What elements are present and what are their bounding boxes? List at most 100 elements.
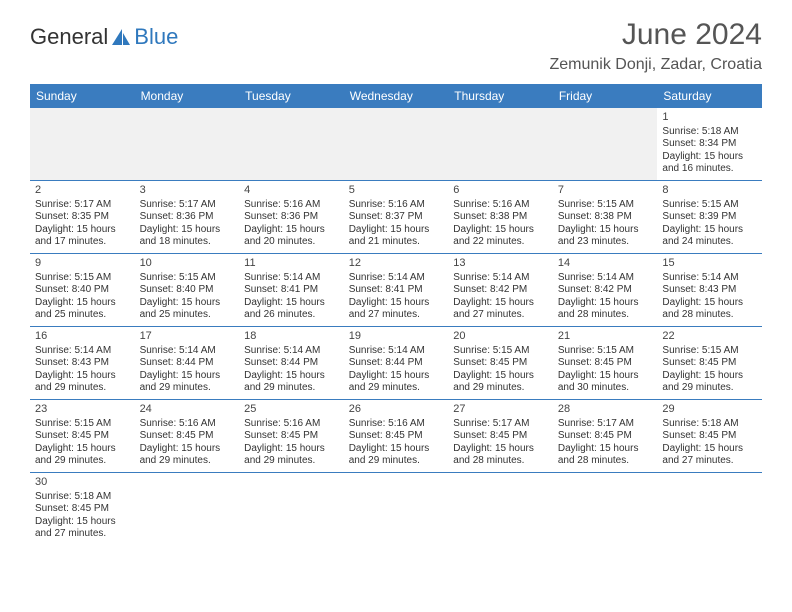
sunset-line: Sunset: 8:45 PM xyxy=(244,430,339,443)
daylight-line: Daylight: 15 hours xyxy=(453,370,548,383)
sunrise-line: Sunrise: 5:15 AM xyxy=(35,418,130,431)
daylight-line: Daylight: 15 hours xyxy=(349,443,444,456)
sunset-line: Sunset: 8:38 PM xyxy=(453,211,548,224)
daylight-line: and 20 minutes. xyxy=(244,236,339,249)
day-cell: 28Sunrise: 5:17 AMSunset: 8:45 PMDayligh… xyxy=(553,400,658,472)
day-cell xyxy=(344,108,449,180)
logo: General Blue xyxy=(30,24,178,50)
daylight-line: Daylight: 15 hours xyxy=(662,297,757,310)
sunset-line: Sunset: 8:45 PM xyxy=(558,430,653,443)
daylight-line: and 28 minutes. xyxy=(453,455,548,468)
day-cell xyxy=(553,108,658,180)
daylight-line: Daylight: 15 hours xyxy=(35,370,130,383)
sunrise-line: Sunrise: 5:16 AM xyxy=(453,199,548,212)
day-cell: 20Sunrise: 5:15 AMSunset: 8:45 PMDayligh… xyxy=(448,327,553,399)
sunrise-line: Sunrise: 5:17 AM xyxy=(35,199,130,212)
sunset-line: Sunset: 8:45 PM xyxy=(662,430,757,443)
day-number: 1 xyxy=(662,111,757,125)
day-number: 2 xyxy=(35,184,130,198)
day-number: 14 xyxy=(558,257,653,271)
day-cell xyxy=(30,108,135,180)
daylight-line: Daylight: 15 hours xyxy=(558,370,653,383)
day-number: 29 xyxy=(662,403,757,417)
week-row: 1Sunrise: 5:18 AMSunset: 8:34 PMDaylight… xyxy=(30,108,762,181)
sunset-line: Sunset: 8:42 PM xyxy=(453,284,548,297)
day-cell: 18Sunrise: 5:14 AMSunset: 8:44 PMDayligh… xyxy=(239,327,344,399)
location: Zemunik Donji, Zadar, Croatia xyxy=(549,56,762,74)
daylight-line: and 29 minutes. xyxy=(349,455,444,468)
sunset-line: Sunset: 8:41 PM xyxy=(244,284,339,297)
daylight-line: and 17 minutes. xyxy=(35,236,130,249)
day-number: 4 xyxy=(244,184,339,198)
daylight-line: Daylight: 15 hours xyxy=(140,443,235,456)
day-number: 21 xyxy=(558,330,653,344)
day-number: 13 xyxy=(453,257,548,271)
daylight-line: and 25 minutes. xyxy=(140,309,235,322)
day-number: 19 xyxy=(349,330,444,344)
day-number: 15 xyxy=(662,257,757,271)
sunset-line: Sunset: 8:44 PM xyxy=(349,357,444,370)
day-cell: 19Sunrise: 5:14 AMSunset: 8:44 PMDayligh… xyxy=(344,327,449,399)
daylight-line: Daylight: 15 hours xyxy=(140,370,235,383)
sunrise-line: Sunrise: 5:16 AM xyxy=(349,199,444,212)
day-cell xyxy=(553,473,658,545)
sunset-line: Sunset: 8:41 PM xyxy=(349,284,444,297)
sunset-line: Sunset: 8:45 PM xyxy=(662,357,757,370)
daylight-line: Daylight: 15 hours xyxy=(244,297,339,310)
week-row: 23Sunrise: 5:15 AMSunset: 8:45 PMDayligh… xyxy=(30,400,762,473)
day-cell: 30Sunrise: 5:18 AMSunset: 8:45 PMDayligh… xyxy=(30,473,135,545)
day-number: 22 xyxy=(662,330,757,344)
daylight-line: and 18 minutes. xyxy=(140,236,235,249)
day-cell xyxy=(239,108,344,180)
day-header: Friday xyxy=(553,84,658,108)
day-cell: 11Sunrise: 5:14 AMSunset: 8:41 PMDayligh… xyxy=(239,254,344,326)
day-header: Wednesday xyxy=(344,84,449,108)
daylight-line: Daylight: 15 hours xyxy=(558,443,653,456)
daylight-line: Daylight: 15 hours xyxy=(662,151,757,164)
daylight-line: and 27 minutes. xyxy=(349,309,444,322)
sunrise-line: Sunrise: 5:14 AM xyxy=(140,345,235,358)
sunset-line: Sunset: 8:37 PM xyxy=(349,211,444,224)
week-row: 2Sunrise: 5:17 AMSunset: 8:35 PMDaylight… xyxy=(30,181,762,254)
sunrise-line: Sunrise: 5:16 AM xyxy=(244,418,339,431)
day-cell xyxy=(239,473,344,545)
daylight-line: and 29 minutes. xyxy=(140,382,235,395)
daylight-line: and 28 minutes. xyxy=(558,455,653,468)
daylight-line: Daylight: 15 hours xyxy=(453,224,548,237)
logo-text-2: Blue xyxy=(134,24,178,50)
sunrise-line: Sunrise: 5:14 AM xyxy=(35,345,130,358)
day-cell: 4Sunrise: 5:16 AMSunset: 8:36 PMDaylight… xyxy=(239,181,344,253)
sunrise-line: Sunrise: 5:14 AM xyxy=(244,272,339,285)
day-number: 6 xyxy=(453,184,548,198)
sunset-line: Sunset: 8:45 PM xyxy=(558,357,653,370)
day-cell: 6Sunrise: 5:16 AMSunset: 8:38 PMDaylight… xyxy=(448,181,553,253)
day-cell: 17Sunrise: 5:14 AMSunset: 8:44 PMDayligh… xyxy=(135,327,240,399)
daylight-line: Daylight: 15 hours xyxy=(558,297,653,310)
sunrise-line: Sunrise: 5:15 AM xyxy=(140,272,235,285)
sunrise-line: Sunrise: 5:15 AM xyxy=(662,345,757,358)
day-header: Sunday xyxy=(30,84,135,108)
sunset-line: Sunset: 8:36 PM xyxy=(244,211,339,224)
sunset-line: Sunset: 8:42 PM xyxy=(558,284,653,297)
day-cell: 3Sunrise: 5:17 AMSunset: 8:36 PMDaylight… xyxy=(135,181,240,253)
sunrise-line: Sunrise: 5:15 AM xyxy=(453,345,548,358)
daylight-line: Daylight: 15 hours xyxy=(35,297,130,310)
daylight-line: Daylight: 15 hours xyxy=(244,370,339,383)
day-number: 23 xyxy=(35,403,130,417)
sunset-line: Sunset: 8:34 PM xyxy=(662,138,757,151)
day-cell xyxy=(448,108,553,180)
day-cell: 14Sunrise: 5:14 AMSunset: 8:42 PMDayligh… xyxy=(553,254,658,326)
daylight-line: and 29 minutes. xyxy=(35,455,130,468)
day-cell xyxy=(657,473,762,545)
sunset-line: Sunset: 8:43 PM xyxy=(662,284,757,297)
daylight-line: and 16 minutes. xyxy=(662,163,757,176)
sunrise-line: Sunrise: 5:18 AM xyxy=(35,491,130,504)
daylight-line: Daylight: 15 hours xyxy=(140,297,235,310)
day-header: Tuesday xyxy=(239,84,344,108)
sunrise-line: Sunrise: 5:16 AM xyxy=(140,418,235,431)
daylight-line: Daylight: 15 hours xyxy=(662,370,757,383)
daylight-line: and 27 minutes. xyxy=(662,455,757,468)
day-cell: 2Sunrise: 5:17 AMSunset: 8:35 PMDaylight… xyxy=(30,181,135,253)
week-row: 30Sunrise: 5:18 AMSunset: 8:45 PMDayligh… xyxy=(30,473,762,545)
sunrise-line: Sunrise: 5:17 AM xyxy=(140,199,235,212)
